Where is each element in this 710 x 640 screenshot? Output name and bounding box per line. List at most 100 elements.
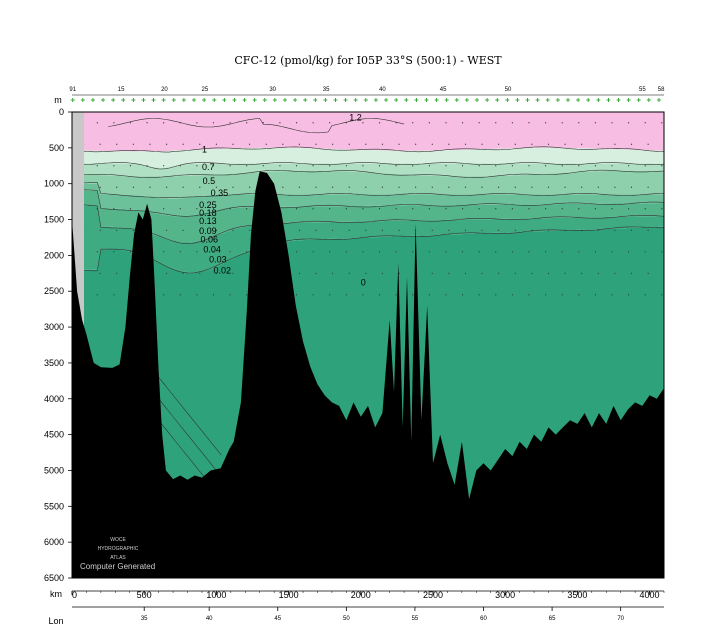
sample-dot [96,165,98,167]
sample-dot [212,165,215,167]
sample-dot [312,122,314,124]
sample-dot [578,294,580,296]
contour-line [72,162,664,170]
sample-dot [348,229,350,231]
sample-dot [113,208,115,210]
sample-dot [196,251,198,253]
sample-dot [431,272,433,274]
sample-dot [628,294,630,296]
sample-dot [232,143,234,145]
sample-dot [395,251,397,253]
sample-dot [146,165,148,167]
sample-dot [365,143,367,145]
km-tick-label: 0 [72,590,77,600]
contour-line [152,391,222,477]
sample-dot [661,122,663,124]
lon-tick-label: 50 [343,616,350,622]
watermark-line3: ATLAS [110,555,126,561]
km-tick-label: 3500 [567,590,587,600]
contour-label: 0.7 [202,162,215,172]
contour-label: 0.25 [199,200,217,210]
contour-label: 0.35 [211,188,229,198]
km-tick-label: 4000 [640,590,660,600]
sample-dot [199,186,201,188]
depth-tick-label: 0 [59,107,64,117]
sample-dot [163,165,165,167]
km-axis-label: km [50,589,62,599]
sample-dot [531,272,533,274]
sample-dot [165,143,168,145]
sample-dot [644,208,646,210]
station-label: 15 [118,87,125,93]
sample-dot [528,294,530,296]
sample-dot [514,186,516,188]
contour-line [108,118,405,134]
sample-dot [163,208,165,210]
sample-dot [644,165,646,167]
sample-dot [661,294,663,296]
sample-dot [614,272,616,274]
sample-dot [564,143,566,145]
sample-dot [381,229,384,231]
sample-dot [362,208,364,210]
sample-dot [99,229,101,231]
sample-dot [495,122,497,124]
sample-dot [547,272,550,274]
sample-dot [249,143,251,145]
sample-dot [149,143,151,145]
sample-dot [329,122,331,124]
sample-dot [495,208,497,210]
sample-dot [630,143,633,145]
sample-dot [199,272,201,274]
sample-dot [365,229,367,231]
sample-dot [129,251,132,253]
lon-axis-label: Lon [48,616,63,626]
sample-dot [528,122,530,124]
depth-axis-label: m [54,95,62,105]
sample-dot [511,294,513,296]
sample-dot [99,272,101,274]
sample-dot [282,143,284,145]
sample-dot [246,165,248,167]
band->1 [72,112,664,152]
sample-dot [511,208,513,210]
contour-label: 0.06 [201,235,219,245]
sample-dot [547,143,550,145]
sample-dot [547,229,550,231]
sample-dot [232,186,234,188]
sample-dot [431,186,433,188]
sample-dot [398,229,400,231]
sample-dot [196,208,198,210]
sample-dot [196,165,198,167]
sample-dot [644,122,646,124]
sample-dot [345,294,347,296]
sample-dot [395,294,397,296]
contour-line [72,189,664,217]
sample-dot [581,143,583,145]
sample-dot [232,272,234,274]
sample-dot [116,186,118,188]
sample-dot [445,208,447,210]
band-0.18-0.35 [72,183,664,217]
sample-dot [279,122,281,124]
sample-dot [561,165,563,167]
sample-dot [547,186,550,188]
sample-dot [412,122,414,124]
sample-dot [96,251,98,253]
sample-dot [381,143,384,145]
sample-dot [229,251,231,253]
depth-tick-label: 2500 [44,286,64,296]
sample-dot [614,229,616,231]
sample-dot [498,186,500,188]
plot-area [72,112,664,578]
sample-dot [129,165,132,167]
sample-dot [199,143,201,145]
sample-dot [298,272,301,274]
sample-dot [644,251,646,253]
sample-dot [412,208,414,210]
sample-dot [149,186,151,188]
bathymetry-fill [72,171,664,578]
sample-dot [561,251,563,253]
sample-dot [315,143,317,145]
sample-dot [481,229,483,231]
